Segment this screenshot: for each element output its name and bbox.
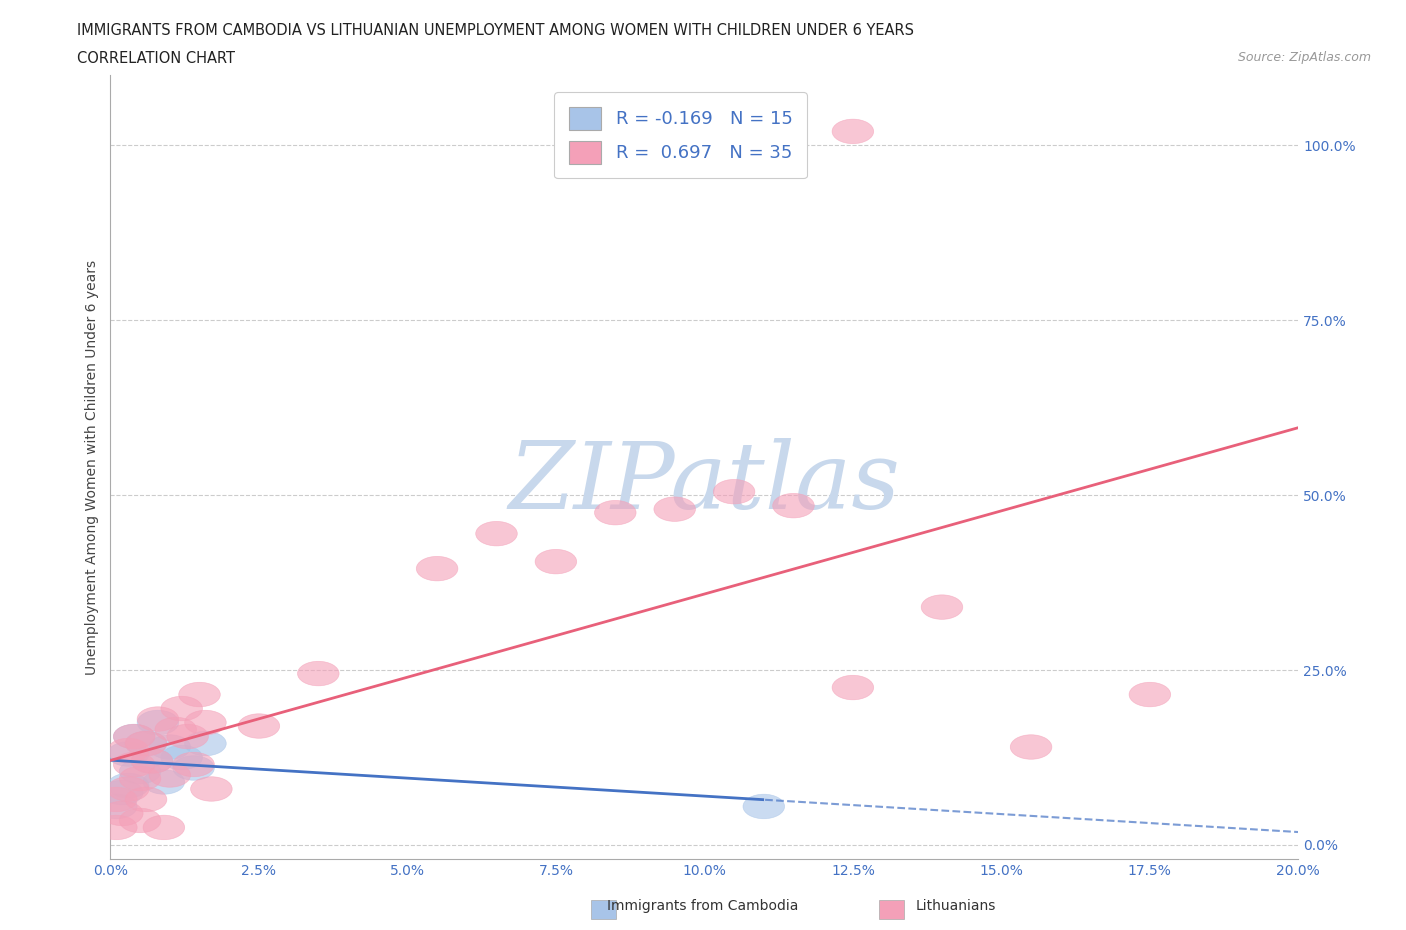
Ellipse shape <box>1011 735 1052 759</box>
Text: Lithuanians: Lithuanians <box>915 899 997 913</box>
Ellipse shape <box>238 714 280 738</box>
Ellipse shape <box>713 480 755 504</box>
Ellipse shape <box>832 119 873 143</box>
Ellipse shape <box>654 497 696 522</box>
Ellipse shape <box>114 724 155 749</box>
Ellipse shape <box>138 707 179 731</box>
Text: Immigrants from Cambodia: Immigrants from Cambodia <box>607 899 799 913</box>
Ellipse shape <box>120 766 160 790</box>
Ellipse shape <box>742 794 785 818</box>
Ellipse shape <box>125 731 167 756</box>
Ellipse shape <box>107 773 149 798</box>
Ellipse shape <box>101 802 143 826</box>
Ellipse shape <box>160 697 202 721</box>
Ellipse shape <box>107 742 149 766</box>
Ellipse shape <box>773 494 814 518</box>
Ellipse shape <box>155 717 197 742</box>
Ellipse shape <box>160 745 202 770</box>
Ellipse shape <box>107 777 149 802</box>
Ellipse shape <box>173 752 214 777</box>
Ellipse shape <box>149 735 191 759</box>
Ellipse shape <box>1129 683 1171 707</box>
Y-axis label: Unemployment Among Women with Children Under 6 years: Unemployment Among Women with Children U… <box>86 259 100 675</box>
Ellipse shape <box>114 752 155 777</box>
Ellipse shape <box>475 522 517 546</box>
Legend: R = -0.169   N = 15, R =  0.697   N = 35: R = -0.169 N = 15, R = 0.697 N = 35 <box>554 92 807 179</box>
Ellipse shape <box>536 550 576 574</box>
Ellipse shape <box>114 724 155 749</box>
Ellipse shape <box>921 595 963 619</box>
Ellipse shape <box>107 738 149 763</box>
Text: CORRELATION CHART: CORRELATION CHART <box>77 51 235 66</box>
Ellipse shape <box>96 816 138 840</box>
Ellipse shape <box>179 683 221 707</box>
Ellipse shape <box>138 711 179 735</box>
Text: ZIPatlas: ZIPatlas <box>509 438 900 528</box>
Ellipse shape <box>595 500 636 525</box>
Ellipse shape <box>101 780 143 804</box>
Ellipse shape <box>832 675 873 699</box>
Text: Source: ZipAtlas.com: Source: ZipAtlas.com <box>1237 51 1371 64</box>
Ellipse shape <box>184 731 226 756</box>
Ellipse shape <box>120 808 160 832</box>
Text: IMMIGRANTS FROM CAMBODIA VS LITHUANIAN UNEMPLOYMENT AMONG WOMEN WITH CHILDREN UN: IMMIGRANTS FROM CAMBODIA VS LITHUANIAN U… <box>77 23 914 38</box>
Ellipse shape <box>96 794 138 818</box>
Ellipse shape <box>298 661 339 685</box>
Ellipse shape <box>125 731 167 756</box>
Ellipse shape <box>125 787 167 812</box>
Ellipse shape <box>131 749 173 773</box>
Ellipse shape <box>120 759 160 784</box>
Ellipse shape <box>143 816 184 840</box>
Ellipse shape <box>416 556 458 581</box>
Ellipse shape <box>167 724 208 749</box>
Ellipse shape <box>191 777 232 802</box>
Ellipse shape <box>143 770 184 794</box>
Ellipse shape <box>149 763 191 787</box>
Ellipse shape <box>173 756 214 780</box>
Ellipse shape <box>96 787 138 812</box>
Ellipse shape <box>184 711 226 735</box>
Ellipse shape <box>131 749 173 773</box>
